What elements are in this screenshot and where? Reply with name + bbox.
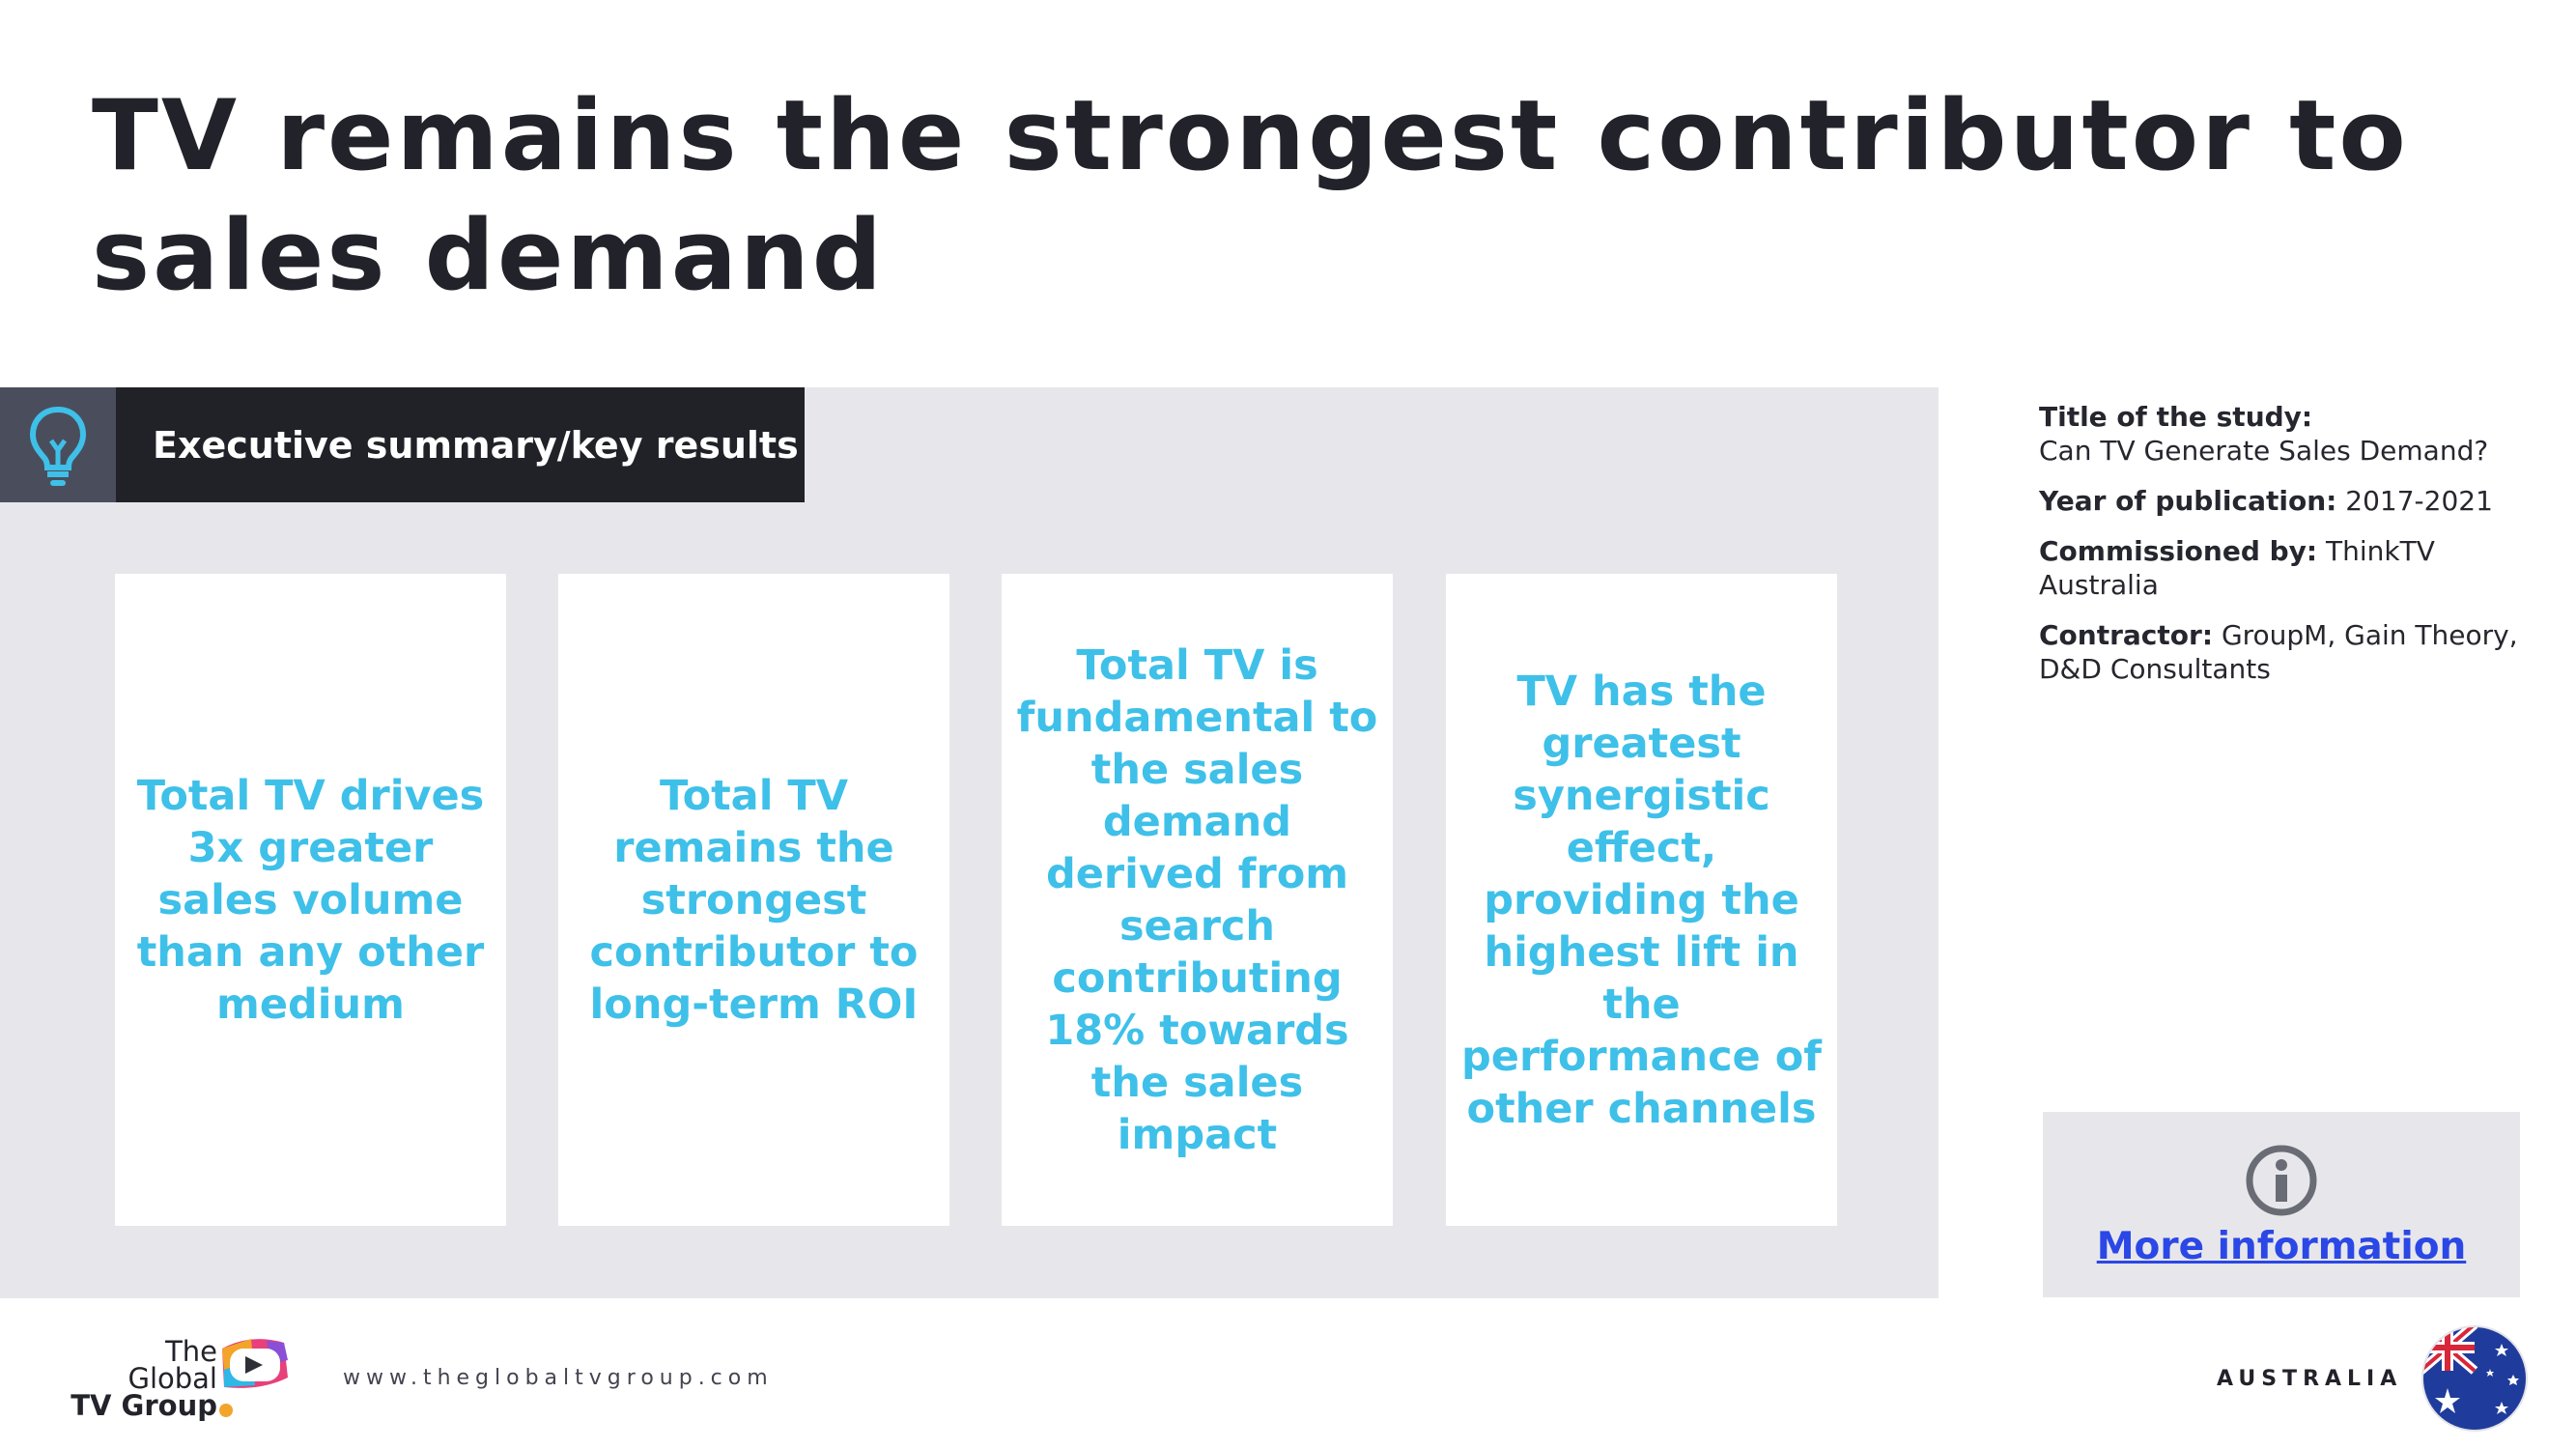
- more-information-link[interactable]: More information: [2096, 1225, 2467, 1268]
- logo-line-3: TV Group: [71, 1389, 217, 1422]
- study-commissioned-value: ThinkTV Australia: [2039, 535, 2435, 601]
- study-year-value: 2017-2021: [2345, 485, 2493, 517]
- study-year: Year of publication: 2017-2021: [2039, 484, 2541, 518]
- logo-line-1: The: [165, 1335, 217, 1368]
- logo-line-2: Global: [127, 1362, 217, 1395]
- logo-text: The Global TV Group: [71, 1335, 217, 1422]
- result-card-text: Total TV remains the strongest contribut…: [589, 771, 919, 1029]
- result-card: TV has the greatest synergistic effect, …: [1446, 574, 1837, 1226]
- global-tv-group-logo: The Global TV Group: [68, 1328, 299, 1435]
- tv-group-mark-icon: [219, 1339, 288, 1417]
- study-title: Title of the study: Can TV Generate Sale…: [2039, 400, 2541, 468]
- study-commissioned-label: Commissioned by:: [2039, 535, 2318, 567]
- study-title-label: Title of the study:: [2039, 401, 2313, 433]
- result-card-text: Total TV drives 3x greater sales volume …: [136, 771, 485, 1029]
- info-icon: [2246, 1145, 2317, 1216]
- australia-flag-icon: [2421, 1325, 2528, 1432]
- result-card: Total TV remains the strongest contribut…: [558, 574, 949, 1226]
- result-card-text: Total TV is fundamental to the sales dem…: [1016, 640, 1378, 1159]
- study-details: Title of the study: Can TV Generate Sale…: [2039, 400, 2541, 702]
- study-title-value: Can TV Generate Sales Demand?: [2039, 435, 2489, 467]
- study-year-label: Year of publication:: [2039, 485, 2337, 517]
- study-commissioned: Commissioned by: ThinkTV Australia: [2039, 534, 2541, 602]
- summary-header-title: Executive summary/key results: [153, 423, 799, 467]
- more-info-box[interactable]: More information: [2043, 1112, 2520, 1297]
- result-card: Total TV drives 3x greater sales volume …: [115, 574, 506, 1226]
- country-label: AUSTRALIA: [2217, 1367, 2403, 1391]
- study-contractor: Contractor: GroupM, Gain Theory, D&D Con…: [2039, 618, 2541, 686]
- result-card: Total TV is fundamental to the sales dem…: [1002, 574, 1393, 1226]
- study-contractor-label: Contractor:: [2039, 619, 2214, 651]
- result-card-text: TV has the greatest synergistic effect, …: [1461, 667, 1822, 1133]
- study-contractor-value: GroupM, Gain Theory, D&D Consultants: [2039, 619, 2518, 685]
- page-title: TV remains the strongest contributor to …: [92, 78, 2409, 312]
- website-url: www.theglobaltvgroup.com: [343, 1366, 774, 1390]
- lightbulb-icon: [0, 387, 116, 502]
- summary-header: Executive summary/key results: [0, 387, 805, 502]
